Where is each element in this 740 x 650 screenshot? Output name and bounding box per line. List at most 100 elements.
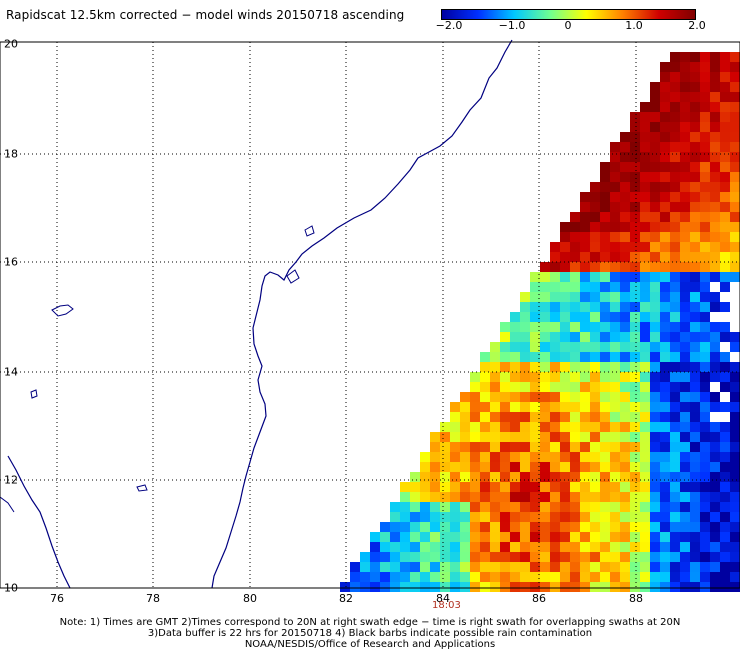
- colorbar-tick: −2.0: [435, 19, 463, 32]
- wind-cell: [550, 272, 560, 282]
- wind-cell: [710, 522, 720, 532]
- wind-cell: [600, 532, 610, 542]
- wind-cell: [650, 572, 660, 582]
- wind-cell: [730, 422, 740, 432]
- wind-cell: [720, 332, 730, 342]
- wind-cell: [520, 492, 530, 502]
- wind-cell: [490, 542, 500, 552]
- wind-cell: [660, 172, 670, 182]
- wind-cell: [630, 232, 640, 242]
- wind-cell: [690, 172, 700, 182]
- wind-cell: [730, 52, 740, 62]
- wind-cell: [450, 542, 460, 552]
- wind-cell: [510, 562, 520, 572]
- wind-cell: [660, 212, 670, 222]
- wind-cell: [630, 502, 640, 512]
- wind-cell: [510, 342, 520, 352]
- wind-cell: [570, 512, 580, 522]
- wind-cell: [560, 512, 570, 522]
- wind-cell: [670, 482, 680, 492]
- wind-cell: [730, 252, 740, 262]
- wind-cell: [510, 372, 520, 382]
- wind-cell: [470, 402, 480, 412]
- wind-cell: [370, 582, 380, 592]
- wind-cell: [580, 232, 590, 242]
- wind-cell: [680, 572, 690, 582]
- wind-cell: [710, 292, 720, 302]
- wind-cell: [410, 552, 420, 562]
- wind-cell: [610, 482, 620, 492]
- wind-cell: [520, 342, 530, 352]
- wind-cell: [580, 462, 590, 472]
- wind-cell: [460, 482, 470, 492]
- wind-cell: [730, 182, 740, 192]
- wind-cell: [620, 462, 630, 472]
- wind-cell: [590, 542, 600, 552]
- wind-cell: [680, 422, 690, 432]
- wind-cell: [450, 572, 460, 582]
- wind-cell: [710, 532, 720, 542]
- wind-cell: [600, 432, 610, 442]
- wind-cell: [690, 102, 700, 112]
- wind-cell: [610, 172, 620, 182]
- colorbar-tick: 2.0: [688, 19, 706, 32]
- wind-cell: [600, 302, 610, 312]
- wind-cell: [480, 472, 490, 482]
- wind-cell: [450, 462, 460, 472]
- wind-cell: [400, 542, 410, 552]
- wind-cell: [380, 542, 390, 552]
- wind-cell: [700, 572, 710, 582]
- wind-cell: [670, 552, 680, 562]
- wind-cell: [560, 242, 570, 252]
- wind-cell: [660, 472, 670, 482]
- wind-cell: [580, 282, 590, 292]
- wind-cell: [700, 112, 710, 122]
- wind-cell: [350, 582, 360, 592]
- wind-cell: [690, 52, 700, 62]
- wind-cell: [700, 242, 710, 252]
- wind-cell: [690, 92, 700, 102]
- wind-cell: [650, 252, 660, 262]
- wind-cell: [590, 182, 600, 192]
- wind-cell: [550, 262, 560, 272]
- wind-cell: [540, 432, 550, 442]
- wind-cell: [590, 222, 600, 232]
- wind-cell: [680, 192, 690, 202]
- wind-cell: [710, 252, 720, 262]
- wind-cell: [730, 122, 740, 132]
- wind-cell: [700, 522, 710, 532]
- wind-cell: [480, 572, 490, 582]
- wind-cell: [570, 462, 580, 472]
- wind-cell: [670, 382, 680, 392]
- wind-cell: [520, 382, 530, 392]
- wind-cell: [590, 412, 600, 422]
- wind-cell: [610, 342, 620, 352]
- wind-cell: [600, 392, 610, 402]
- wind-cell: [710, 302, 720, 312]
- wind-cell: [580, 442, 590, 452]
- wind-cell: [630, 482, 640, 492]
- wind-cell: [490, 442, 500, 452]
- wind-cell: [690, 282, 700, 292]
- wind-cell: [550, 442, 560, 452]
- wind-cell: [450, 582, 460, 592]
- wind-cell: [670, 342, 680, 352]
- wind-cell: [630, 202, 640, 212]
- wind-cell: [630, 362, 640, 372]
- wind-cell: [620, 372, 630, 382]
- wind-cell: [700, 422, 710, 432]
- wind-cell: [710, 182, 720, 192]
- wind-cell: [700, 172, 710, 182]
- wind-cell: [660, 282, 670, 292]
- wind-cell: [610, 452, 620, 462]
- wind-cell: [490, 582, 500, 592]
- wind-cell: [570, 332, 580, 342]
- wind-cell: [450, 472, 460, 482]
- wind-cell: [670, 262, 680, 272]
- wind-cell: [610, 422, 620, 432]
- wind-cell: [470, 472, 480, 482]
- wind-cell: [720, 432, 730, 442]
- wind-cell: [470, 452, 480, 462]
- wind-cell: [590, 332, 600, 342]
- wind-cell: [580, 252, 590, 262]
